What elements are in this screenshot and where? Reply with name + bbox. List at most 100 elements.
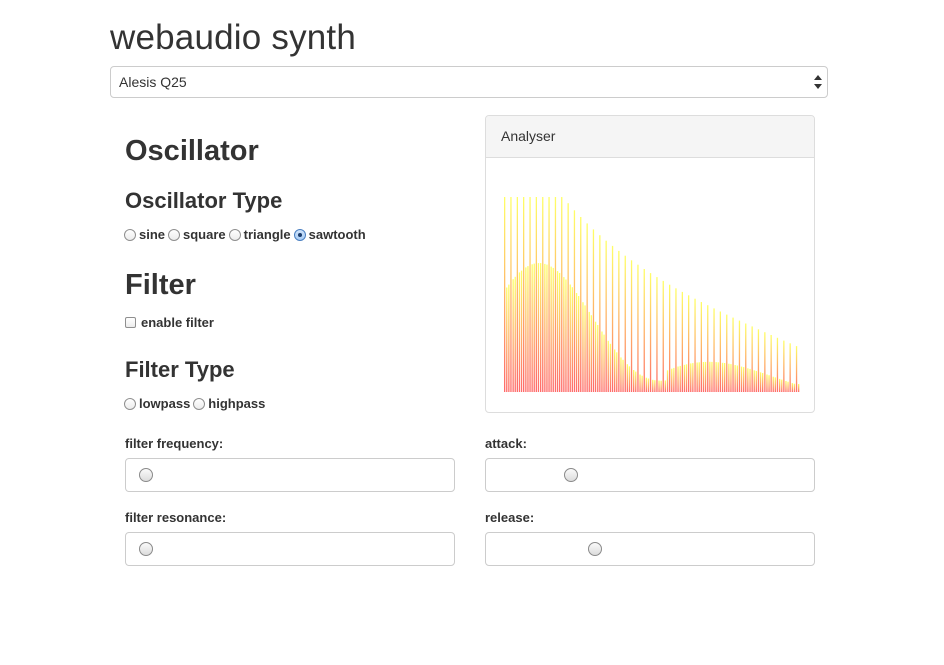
radio-triangle[interactable] (228, 228, 241, 241)
spectrum-bar (563, 277, 565, 392)
spectrum-bar (559, 272, 561, 392)
spectrum-bar (622, 359, 624, 392)
spectrum-bar (704, 361, 707, 392)
filter-resonance-label: filter resonance: (125, 510, 227, 525)
enable-filter-checkbox[interactable] (125, 317, 136, 328)
spectrum-bar (774, 377, 776, 392)
spectrum-bar (506, 287, 508, 392)
spectrum-bar (561, 197, 563, 392)
spectrum-bar (514, 276, 516, 392)
spectrum-bar (664, 380, 666, 392)
spectrum-bar (656, 277, 658, 392)
spectrum-bar (573, 210, 576, 392)
filter-frequency-knob[interactable] (139, 468, 153, 482)
spectrum-bar (740, 366, 743, 392)
radio-lowpass-label[interactable]: lowpass (139, 396, 191, 411)
spectrum-bar (531, 264, 533, 392)
spectrum-bar (586, 223, 588, 392)
midi-device-selected-value: Alesis Q25 (119, 74, 187, 90)
spectrum-bar (747, 368, 749, 392)
spectrum-bar (694, 298, 696, 392)
spectrum-bar (692, 363, 694, 392)
spectrum-bar (702, 362, 705, 392)
spectrum-bar (518, 272, 521, 392)
radio-highpass-label[interactable]: highpass (208, 396, 266, 411)
filter-resonance-knob[interactable] (139, 542, 153, 556)
spectrum-bar (679, 365, 681, 392)
radio-sawtooth[interactable] (293, 228, 306, 241)
spectrum-bar (542, 197, 544, 392)
spectrum-bar (594, 321, 597, 392)
filter-type-group: lowpass highpass (124, 396, 268, 411)
spectrum-bar (757, 329, 760, 392)
spectrum-bar (544, 263, 546, 392)
spectrum-bar (605, 240, 607, 392)
midi-device-select[interactable]: Alesis Q25 (110, 66, 828, 98)
spectrum-bar (643, 269, 645, 392)
radio-sine-label[interactable]: sine (139, 227, 166, 242)
spectrum-bar (639, 374, 641, 392)
enable-filter-label[interactable]: enable filter (141, 315, 214, 330)
spectrum-bar (685, 364, 688, 392)
radio-sine[interactable] (124, 228, 136, 241)
spectrum-bar (607, 340, 609, 392)
attack-knob[interactable] (564, 468, 579, 482)
spectrum-bar (525, 267, 527, 392)
spectrum-bar (618, 250, 620, 392)
spectrum-bar (569, 284, 571, 392)
spectrum-bar (582, 302, 584, 392)
spectrum-bar (616, 352, 618, 392)
spectrum-bar (683, 364, 686, 392)
spectrum-bar (504, 197, 506, 392)
filter-heading: Filter (125, 269, 196, 301)
spectrum-bar (508, 284, 510, 392)
spectrum-bar (601, 331, 603, 392)
spectrum-bar (637, 264, 639, 392)
spectrum-bar (738, 320, 741, 392)
release-label: release: (485, 510, 535, 525)
spectrum-bar (783, 340, 785, 392)
spectrum-bar (546, 264, 548, 392)
filter-resonance-slider[interactable] (125, 532, 455, 566)
spectrum-bar (715, 362, 717, 392)
spectrum-bar (590, 315, 592, 392)
radio-sawtooth-label[interactable]: sawtooth (308, 227, 366, 242)
attack-label: attack: (485, 436, 527, 451)
spectrum-bar (728, 363, 730, 392)
spectrum-bar (611, 245, 614, 392)
release-knob[interactable] (587, 542, 602, 556)
spectrum-bar (770, 335, 772, 392)
radio-highpass[interactable] (193, 397, 206, 410)
spectrum-bar (730, 364, 732, 392)
release-slider[interactable] (485, 532, 815, 566)
spectrum-bar (766, 374, 768, 392)
spectrum-bar (666, 370, 669, 392)
spectrum-bar (649, 273, 652, 392)
radio-square[interactable] (168, 228, 181, 241)
spectrum-bar (713, 308, 715, 392)
spectrum-bar (523, 197, 525, 392)
spectrum-bar (709, 361, 711, 392)
spectrum-bar (734, 365, 736, 392)
spectrum-bar (548, 197, 550, 392)
analyser-panel: Analyser (485, 115, 815, 413)
spectrum-bar (711, 361, 713, 392)
attack-slider[interactable] (485, 458, 815, 492)
spectrum-bar (789, 343, 791, 392)
radio-lowpass[interactable] (124, 397, 136, 410)
spectrum-bar (520, 270, 523, 392)
enable-filter-row: enable filter (125, 315, 214, 330)
spectrum-bar (630, 260, 633, 392)
radio-square-label[interactable]: square (183, 227, 226, 242)
spectrum-bar (628, 366, 631, 392)
spectrum-bar (578, 296, 580, 392)
spectrum-bar (580, 217, 582, 392)
spectrum-bar (635, 371, 637, 392)
oscillator-heading: Oscillator (125, 135, 259, 167)
filter-frequency-slider[interactable] (125, 458, 455, 492)
oscillator-type-group: sine square triangle sawtooth (124, 227, 369, 242)
spectrum-bar (512, 279, 514, 392)
spectrum-bar (658, 380, 660, 392)
spectrum-bar (779, 378, 781, 392)
radio-triangle-label[interactable]: triangle (243, 227, 291, 242)
